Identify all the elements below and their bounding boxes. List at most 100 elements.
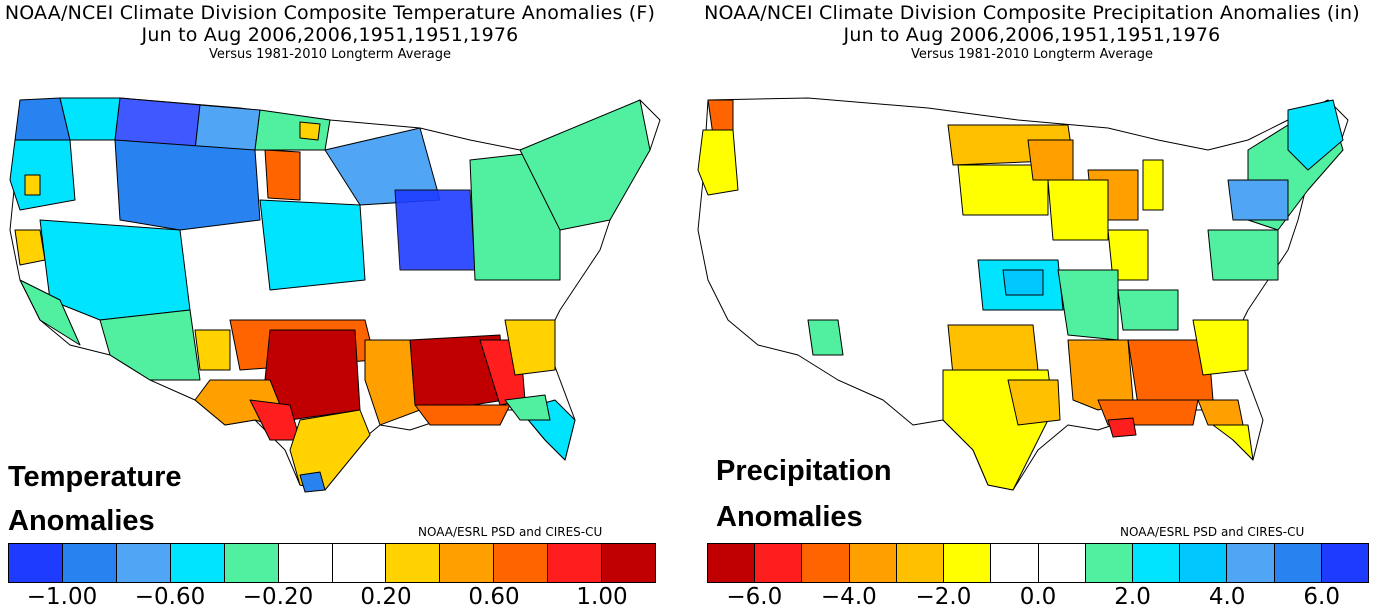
region-ne-ks-mid — [259, 199, 366, 291]
region-gulf-coast-orange — [414, 404, 511, 426]
temperature-colorbar-cell — [440, 544, 495, 582]
temperature-colorbar — [8, 543, 656, 583]
temperature-baseline: Versus 1981-2010 Longterm Average — [209, 47, 451, 62]
temperature-tick-label: 1.00 — [576, 584, 628, 610]
region-dakotas-yellow — [957, 164, 1049, 216]
precipitation-titles: NOAA/NCEI Climate Division Composite Pre… — [688, 2, 1375, 64]
temperature-panel: NOAA/NCEI Climate Division Composite Tem… — [0, 2, 661, 610]
region-fl-yellow — [1212, 424, 1254, 461]
temperature-title: NOAA/NCEI Climate Division Composite Tem… — [4, 2, 656, 24]
region-tx-central-hot — [264, 329, 361, 421]
precipitation-colorbar-cell — [1227, 544, 1275, 582]
region-ca-south — [19, 279, 81, 346]
region-mn-orange — [1027, 139, 1074, 181]
region-mi-yellow — [1142, 159, 1164, 211]
region-new-england-blue — [1287, 99, 1344, 171]
temperature-period: Jun to Aug 2006,2006,1951,1951,1976 — [141, 24, 519, 46]
region-tx-east-orange — [1007, 379, 1061, 426]
precipitation-colorbar-cell — [755, 544, 803, 582]
region-ks-blue — [1002, 269, 1044, 296]
region-nd-yellow — [299, 121, 321, 141]
precipitation-anomaly-map — [697, 97, 1349, 491]
precipitation-colorbar-ticks: −6.0 −4.0 −2.0 0.0 2.0 4.0 6.0 — [707, 584, 1369, 610]
precipitation-colorbar-cell — [1132, 544, 1181, 582]
temperature-titles: NOAA/NCEI Climate Division Composite Tem… — [0, 2, 660, 64]
region-tx-tip — [299, 471, 326, 493]
temperature-credit: NOAA/ESRL PSD and CIRES-CU — [418, 525, 603, 539]
precipitation-tick-label: 6.0 — [1303, 584, 1340, 610]
temperature-colorbar-cell — [170, 544, 225, 582]
precipitation-title: NOAA/NCEI Climate Division Composite Pre… — [704, 2, 1360, 24]
precipitation-colorbar-cell — [944, 544, 992, 582]
temperature-tick-label: −0.20 — [242, 584, 314, 610]
temperature-colorbar-cell — [116, 544, 171, 582]
region-se-yellow — [504, 319, 556, 376]
region-carolinas-yellow — [1192, 319, 1249, 376]
region-northeast — [519, 99, 651, 231]
precipitation-colorbar-cell — [1180, 544, 1228, 582]
precipitation-period: Jun to Aug 2006,2006,1951,1951,1976 — [843, 24, 1221, 46]
region-az-green — [807, 319, 844, 356]
region-az-nm — [99, 309, 201, 381]
precipitation-tick-label: −6.0 — [726, 584, 783, 610]
region-sd-hot — [264, 149, 301, 201]
region-tx-north-orange — [947, 324, 1039, 376]
region-ky-tn-wet — [1117, 289, 1179, 331]
temperature-label-line2: Anomalies — [8, 505, 155, 537]
region-mt-east — [194, 104, 261, 151]
precipitation-colorbar-cell — [1085, 544, 1133, 582]
temperature-colorbar-cell — [278, 544, 333, 582]
temperature-tick-label: 0.60 — [468, 584, 520, 610]
temperature-anomaly-map — [9, 97, 661, 493]
precipitation-colorbar-cell — [708, 544, 756, 582]
temperature-colorbar-ticks: −1.00 −0.60 −0.20 0.20 0.60 1.00 — [8, 584, 656, 610]
temperature-tick-label: −0.60 — [134, 584, 206, 610]
region-or-coast-yellow — [24, 174, 41, 196]
region-ia-yellow — [1047, 179, 1109, 241]
temperature-colorbar-cell — [9, 544, 63, 582]
temperature-colorbar-cell — [548, 544, 603, 582]
temperature-colorbar-cell — [224, 544, 279, 582]
region-wa-interior — [59, 97, 121, 141]
region-pnw-yellow — [697, 129, 739, 196]
precipitation-baseline: Versus 1981-2010 Longterm Average — [911, 47, 1153, 62]
temperature-label-line1: Temperature — [8, 461, 182, 493]
precipitation-label-line2: Anomalies — [716, 501, 863, 533]
temperature-colorbar-cell — [62, 544, 117, 582]
region-fl-north — [504, 394, 551, 421]
temperature-colorbar-cell — [602, 544, 656, 582]
precipitation-colorbar-cell — [896, 544, 945, 582]
region-mid-atlantic-wet — [1207, 229, 1279, 281]
precipitation-panel: NOAA/NCEI Climate Division Composite Pre… — [688, 0, 1375, 610]
temperature-colorbar-cell — [494, 544, 549, 582]
region-il-in — [394, 189, 476, 271]
temperature-tick-label: 0.20 — [360, 584, 412, 610]
precipitation-colorbar-cell — [1274, 544, 1322, 582]
precipitation-tick-label: −4.0 — [820, 584, 877, 610]
temperature-colorbar-cell — [332, 544, 387, 582]
precipitation-colorbar-cell — [991, 544, 1039, 582]
precipitation-tick-label: 0.0 — [1019, 584, 1057, 610]
region-ny-pa-blue — [1227, 179, 1289, 221]
region-la-ar — [364, 339, 421, 426]
region-la-red — [1107, 417, 1137, 438]
region-fl-orange — [1197, 399, 1244, 426]
region-mo-wet — [1057, 269, 1119, 341]
region-nm-east-yellow — [194, 329, 231, 371]
temperature-tick-label: −1.00 — [26, 584, 98, 610]
region-il-yellow — [1107, 229, 1149, 281]
region-or — [9, 139, 76, 211]
temperature-colorbar-cell — [386, 544, 441, 582]
region-id-wy — [114, 139, 261, 231]
precipitation-colorbar-cell — [849, 544, 897, 582]
precipitation-label-line1: Precipitation — [716, 455, 892, 487]
precipitation-tick-label: −2.0 — [915, 584, 972, 610]
precipitation-tick-label: 2.0 — [1114, 584, 1151, 610]
region-ca-north-yellow — [14, 229, 46, 266]
precipitation-colorbar-cell — [1038, 544, 1086, 582]
precipitation-colorbar — [707, 543, 1369, 583]
precipitation-colorbar-cell — [802, 544, 850, 582]
precipitation-colorbar-cell — [1321, 544, 1369, 582]
precipitation-tick-label: 4.0 — [1208, 584, 1246, 610]
precipitation-credit: NOAA/ESRL PSD and CIRES-CU — [1120, 525, 1305, 539]
